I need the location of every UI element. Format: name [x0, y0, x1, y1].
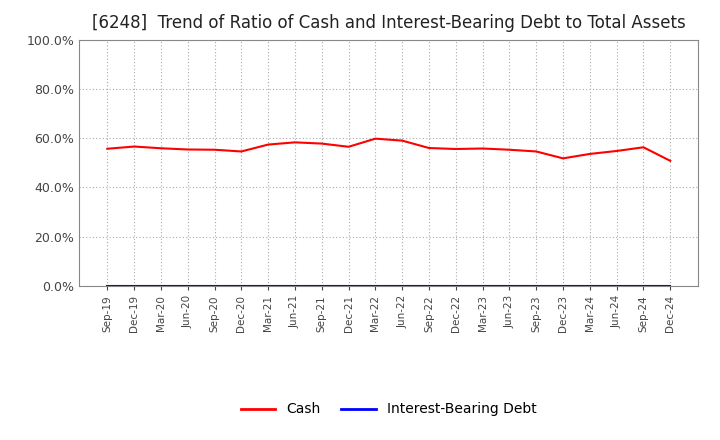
Interest-Bearing Debt	[264, 283, 272, 289]
Title: [6248]  Trend of Ratio of Cash and Interest-Bearing Debt to Total Assets: [6248] Trend of Ratio of Cash and Intere…	[92, 15, 685, 33]
Cash	[559, 156, 567, 161]
Cash	[585, 151, 594, 157]
Cash	[398, 138, 407, 143]
Interest-Bearing Debt	[318, 283, 326, 289]
Interest-Bearing Debt	[505, 283, 514, 289]
Interest-Bearing Debt	[559, 283, 567, 289]
Cash	[291, 140, 300, 145]
Interest-Bearing Debt	[666, 283, 675, 289]
Cash	[103, 146, 112, 151]
Cash	[184, 147, 192, 152]
Interest-Bearing Debt	[237, 283, 246, 289]
Cash	[505, 147, 514, 152]
Interest-Bearing Debt	[478, 283, 487, 289]
Cash	[612, 148, 621, 154]
Cash	[639, 145, 648, 150]
Cash	[478, 146, 487, 151]
Cash	[157, 146, 166, 151]
Interest-Bearing Debt	[639, 283, 648, 289]
Interest-Bearing Debt	[103, 283, 112, 289]
Interest-Bearing Debt	[425, 283, 433, 289]
Interest-Bearing Debt	[210, 283, 219, 289]
Legend: Cash, Interest-Bearing Debt: Cash, Interest-Bearing Debt	[235, 397, 543, 422]
Cash	[344, 144, 353, 150]
Cash	[451, 147, 460, 152]
Interest-Bearing Debt	[157, 283, 166, 289]
Interest-Bearing Debt	[451, 283, 460, 289]
Cash	[318, 141, 326, 146]
Cash	[210, 147, 219, 152]
Cash	[425, 145, 433, 150]
Cash	[130, 144, 138, 149]
Interest-Bearing Debt	[585, 283, 594, 289]
Cash	[666, 158, 675, 164]
Line: Cash: Cash	[107, 139, 670, 161]
Interest-Bearing Debt	[130, 283, 138, 289]
Interest-Bearing Debt	[612, 283, 621, 289]
Interest-Bearing Debt	[398, 283, 407, 289]
Interest-Bearing Debt	[291, 283, 300, 289]
Interest-Bearing Debt	[184, 283, 192, 289]
Cash	[532, 149, 541, 154]
Interest-Bearing Debt	[532, 283, 541, 289]
Interest-Bearing Debt	[371, 283, 379, 289]
Cash	[264, 142, 272, 147]
Cash	[371, 136, 379, 141]
Cash	[237, 149, 246, 154]
Interest-Bearing Debt	[344, 283, 353, 289]
